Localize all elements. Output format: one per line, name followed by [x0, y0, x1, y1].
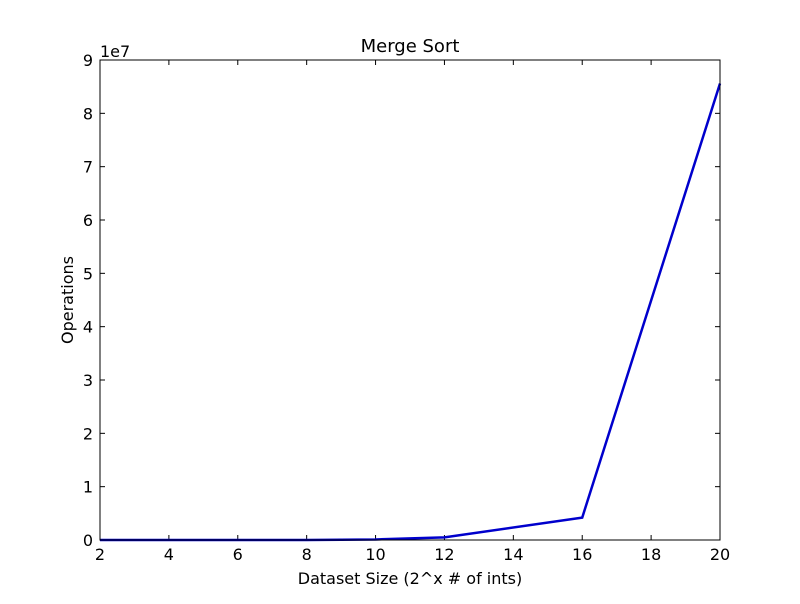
data-series [100, 83, 720, 540]
y-tick-label: 7 [83, 158, 93, 177]
series-line-0 [100, 83, 720, 540]
chart-title: Merge Sort [361, 36, 460, 57]
y-tick-label: 2 [83, 424, 93, 443]
y-offset-label: 1e7 [100, 42, 130, 61]
x-tick-label: 4 [164, 545, 174, 564]
x-tick-label: 6 [233, 545, 243, 564]
x-tick-label: 2 [95, 545, 105, 564]
x-tick-label: 18 [641, 545, 661, 564]
x-tick-label: 12 [434, 545, 454, 564]
y-tick-label: 4 [83, 318, 93, 337]
y-tick-label: 1 [83, 478, 93, 497]
x-tick-label: 20 [710, 545, 730, 564]
y-tick-label: 8 [83, 104, 93, 123]
y-axis-label: Operations [58, 256, 77, 344]
y-tick-label: 6 [83, 211, 93, 230]
y-tick-label: 5 [83, 264, 93, 283]
x-axis-label: Dataset Size (2^x # of ints) [298, 569, 523, 588]
plot-frame [100, 60, 720, 540]
y-tick-label: 3 [83, 371, 93, 390]
x-tick-label: 16 [572, 545, 592, 564]
x-tick-label: 10 [365, 545, 385, 564]
x-tick-label: 8 [302, 545, 312, 564]
y-tick-label: 9 [83, 51, 93, 70]
y-tick-label: 0 [83, 531, 93, 550]
x-tick-label: 14 [503, 545, 523, 564]
